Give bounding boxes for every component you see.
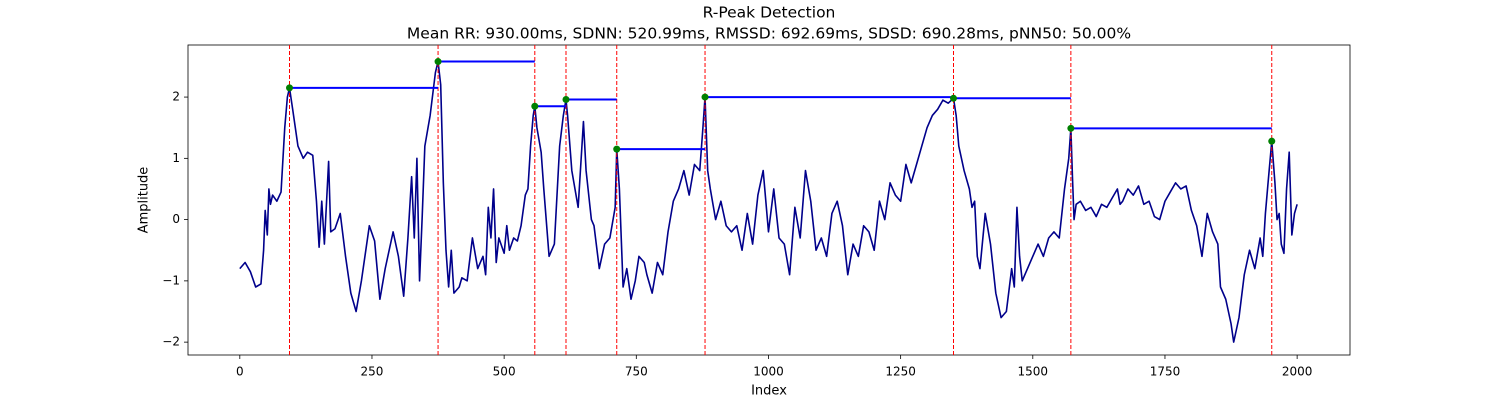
peak-marker (1268, 137, 1276, 145)
peak-marker (701, 93, 709, 101)
peak-marker (562, 96, 570, 104)
peak-marker (613, 145, 621, 153)
peak-marker (286, 84, 294, 92)
x-axis-label: Index (751, 384, 787, 399)
signal-line (239, 60, 1298, 343)
x-tick-label: 1750 (1150, 365, 1181, 379)
x-tick-label: 0 (236, 365, 244, 379)
chart-subtitle: Mean RR: 930.00ms, SDNN: 520.99ms, RMSSD… (407, 25, 1131, 43)
plot-area (187, 44, 1351, 356)
x-tick-label: 250 (361, 365, 384, 379)
x-tick-label: 500 (493, 365, 516, 379)
y-tick-label: 2 (172, 90, 180, 104)
peak-marker (1067, 124, 1075, 132)
y-axis-label: Amplitude (137, 167, 152, 234)
peak-marker (531, 102, 539, 110)
peak-marker (434, 58, 442, 66)
x-tick-label: 1250 (885, 365, 916, 379)
chart-title: R-Peak Detection (703, 4, 836, 22)
x-tick-label: 750 (625, 365, 648, 379)
x-tick-label: 2000 (1282, 365, 1313, 379)
x-tick-label: 1500 (1018, 365, 1049, 379)
y-tick-label: 0 (172, 212, 180, 226)
y-tick-label: 1 (172, 151, 180, 165)
x-tick-label: 1000 (753, 365, 784, 379)
y-tick-label: −2 (162, 335, 180, 349)
peak-marker (950, 94, 958, 102)
y-tick-label: −1 (162, 273, 180, 287)
